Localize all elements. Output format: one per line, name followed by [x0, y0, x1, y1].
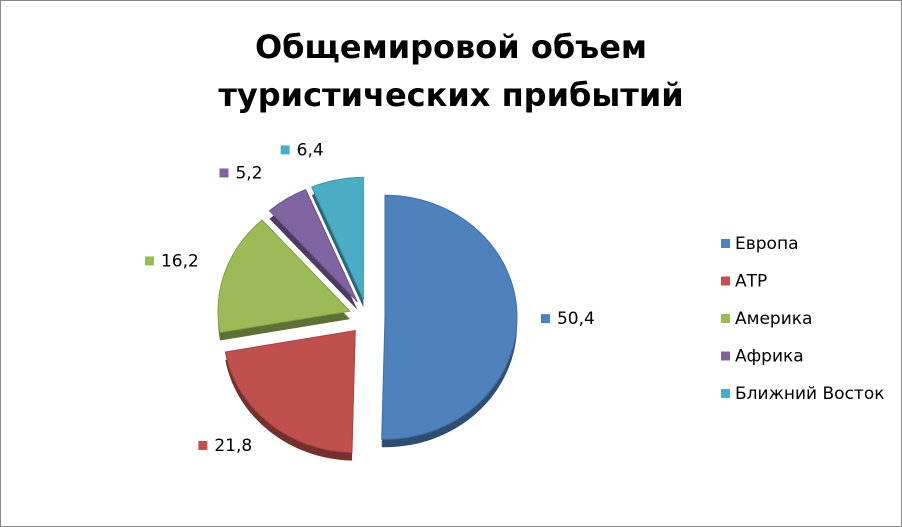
slice: [217, 219, 352, 334]
slice: [268, 188, 358, 303]
label-marker: [144, 256, 154, 266]
data-label: 6,4: [297, 140, 324, 160]
legend-label: Европа: [735, 234, 798, 254]
label-marker: [198, 440, 208, 450]
data-label: 50,4: [557, 309, 595, 329]
data-label: 5,2: [235, 163, 262, 183]
legend-marker: [721, 351, 730, 361]
legend-label: Ближний Восток: [735, 384, 885, 404]
legend-label: АТР: [735, 272, 767, 292]
slice: [381, 194, 518, 440]
label-marker: [280, 145, 290, 155]
legend-marker: [721, 276, 730, 286]
data-label: 21,8: [214, 436, 252, 456]
data-label: 16,2: [161, 251, 199, 271]
legend-label: Америка: [735, 309, 812, 329]
legend-marker: [721, 314, 730, 323]
chart-title: Общемировой объем туристических прибытий: [218, 28, 684, 114]
label-marker: [540, 314, 550, 324]
slice: [224, 330, 356, 454]
legend-marker: [721, 239, 730, 248]
label-marker: [219, 168, 229, 178]
legend-label: Африка: [735, 347, 804, 367]
slice: [311, 176, 364, 300]
legend-marker: [721, 389, 730, 398]
